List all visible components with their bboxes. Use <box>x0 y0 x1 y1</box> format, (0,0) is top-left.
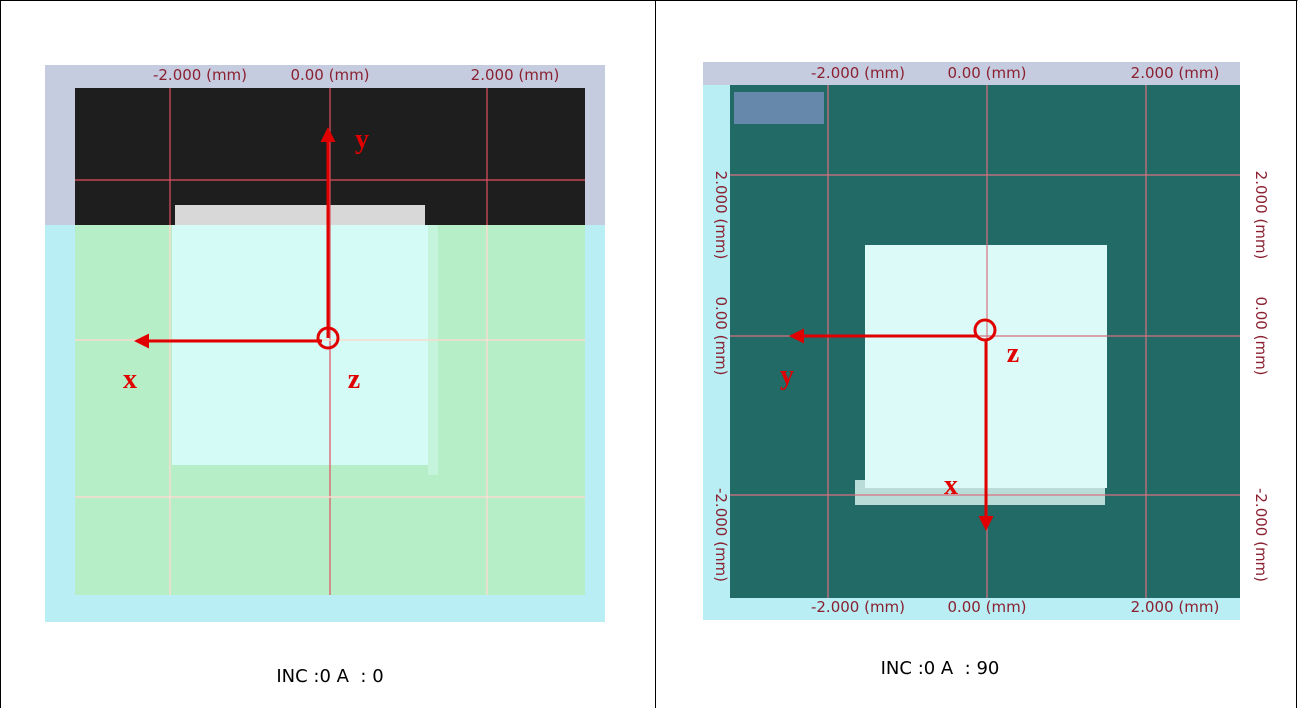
left-ruler-label: 0.00 (mm) <box>712 296 730 375</box>
left-ruler-label: -2.000 (mm) <box>712 488 730 582</box>
top-ruler-label: 2.000 (mm) <box>1131 64 1220 82</box>
left-ruler-label: 2.000 (mm) <box>712 171 730 260</box>
axis-label: y <box>355 124 369 155</box>
right-ruler-label: -2.000 (mm) <box>1252 488 1270 582</box>
axis-arrows <box>134 127 997 531</box>
micrograph-right <box>703 62 1240 620</box>
axis-label: x <box>123 364 137 395</box>
bottom-ruler-label: 0.00 (mm) <box>947 598 1026 616</box>
axis-label: x <box>944 470 958 501</box>
axis-label: z <box>348 364 360 395</box>
bottom-ruler-label: -2.000 (mm) <box>811 598 905 616</box>
top-ruler-label: 2.000 (mm) <box>471 66 560 84</box>
caption: INC :0 A : 0 <box>276 666 383 687</box>
bottom-ruler-label: 2.000 (mm) <box>1131 598 1220 616</box>
caption: INC :0 A : 90 <box>881 658 1000 679</box>
top-ruler-label: -2.000 (mm) <box>811 64 905 82</box>
top-ruler-label: -2.000 (mm) <box>153 66 247 84</box>
right-ruler-label: 2.000 (mm) <box>1252 171 1270 260</box>
top-ruler-label: 0.00 (mm) <box>947 64 1026 82</box>
top-ruler-label: 0.00 (mm) <box>290 66 369 84</box>
axis-label: y <box>780 360 794 391</box>
right-ruler-label: 0.00 (mm) <box>1252 296 1270 375</box>
axis-label: z <box>1007 338 1019 369</box>
micrograph-left <box>45 65 605 622</box>
